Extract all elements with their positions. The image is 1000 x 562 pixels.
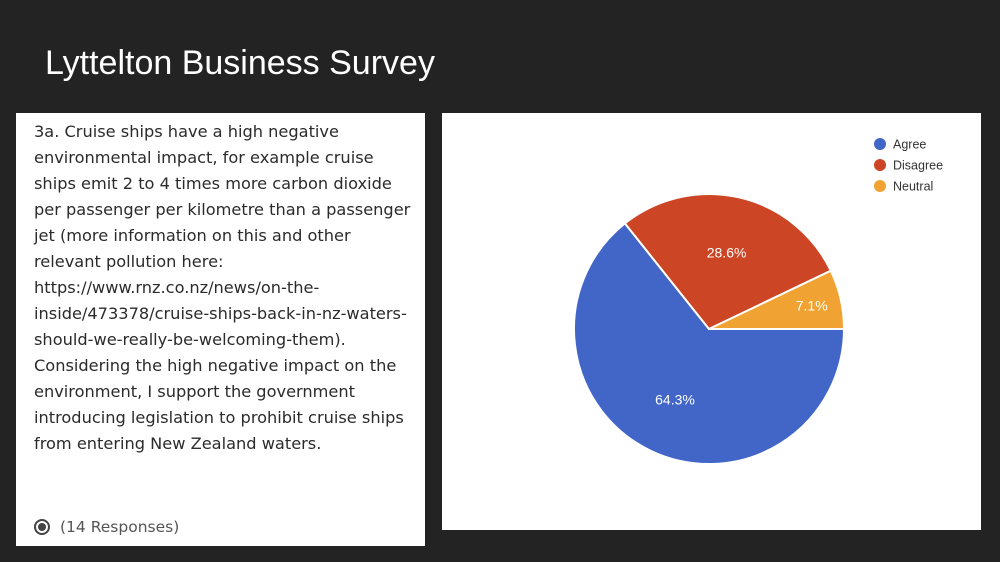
pie-chart: 64.3% 28.6% 7.1% Agree Disagree Neutral: [573, 138, 943, 465]
data-label-agree: 64.3%: [655, 392, 695, 408]
pie-data-labels: 64.3% 28.6% 7.1%: [655, 245, 828, 408]
question-panel: 3a. Cruise ships have a high negative en…: [16, 113, 425, 546]
responses-count: (14 Responses): [60, 518, 180, 536]
legend-marker-agree: [874, 138, 886, 150]
responses-row: (14 Responses): [34, 518, 179, 536]
pie-slices: [573, 193, 846, 465]
legend-label-neutral: Neutral: [893, 180, 933, 194]
chart-panel: 64.3% 28.6% 7.1% Agree Disagree Neutral: [442, 113, 981, 530]
legend-label-disagree: Disagree: [893, 159, 943, 173]
pie-slice-agree: [573, 221, 846, 465]
legend-marker-disagree: [874, 159, 886, 171]
slide-title: Lyttelton Business Survey: [45, 44, 435, 82]
legend-label-agree: Agree: [893, 138, 926, 152]
pie-slice-neutral: [708, 269, 846, 330]
data-label-disagree: 28.6%: [707, 245, 747, 261]
question-text: 3a. Cruise ships have a high negative en…: [34, 122, 411, 453]
legend-marker-neutral: [874, 180, 886, 192]
radio-selected-icon: [34, 519, 50, 535]
data-label-neutral: 7.1%: [796, 298, 828, 314]
chart-legend: Agree Disagree Neutral: [874, 138, 943, 194]
